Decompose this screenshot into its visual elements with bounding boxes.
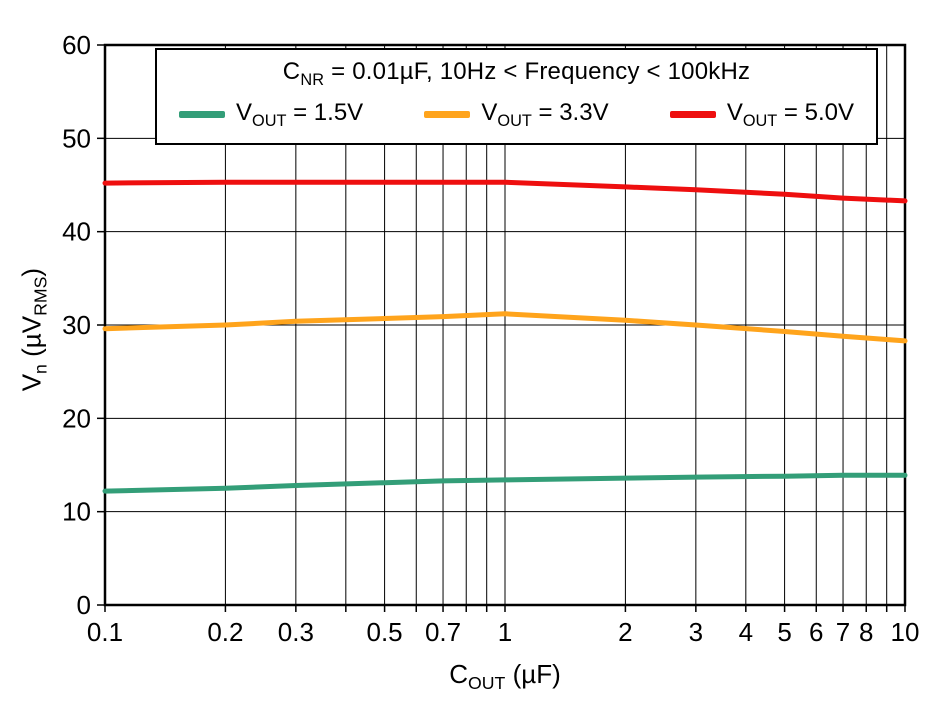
legend-entry-label: VOUT = 1.5V [236, 98, 364, 130]
x-tick-label: 1 [498, 617, 512, 647]
legend-entries: VOUT = 1.5V VOUT = 3.3V VOUT = 5.0V [171, 99, 862, 131]
legend-entry: VOUT = 3.3V [424, 98, 609, 131]
legend-swatch [424, 111, 471, 119]
x-tick-label: 5 [777, 617, 791, 647]
x-tick-label: 7 [836, 617, 850, 647]
legend: CNR = 0.01µF, 10Hz < Frequency < 100kHz … [155, 48, 878, 145]
y-axis-title: Vn (µVRMS) [16, 267, 51, 392]
legend-entry: VOUT = 5.0V [669, 98, 854, 131]
x-tick-label: 0.7 [425, 617, 461, 647]
legend-entry-label: VOUT = 5.0V [726, 98, 854, 130]
legend-swatch [179, 111, 225, 119]
y-tick-label: 0 [77, 590, 91, 620]
legend-title: CNR = 0.01µF, 10Hz < Frequency < 100kHz [282, 58, 751, 89]
x-tick-label: 0.2 [207, 617, 243, 647]
x-tick-label: 0.5 [367, 617, 403, 647]
series-line [102, 472, 908, 494]
x-tick-label: 4 [739, 617, 753, 647]
y-tick-label: 50 [62, 123, 91, 153]
y-tick-label: 10 [62, 497, 91, 527]
x-tick-label: 2 [618, 617, 632, 647]
x-tick-label: 6 [809, 617, 823, 647]
y-tick-label: 30 [62, 310, 91, 340]
x-tick-label: 8 [859, 617, 873, 647]
legend-entry: VOUT = 1.5V [179, 99, 363, 131]
x-tick-label: 0.1 [87, 617, 123, 647]
legend-entry-label: VOUT = 3.3V [481, 98, 609, 130]
series-line [102, 311, 908, 344]
series-line [102, 179, 908, 204]
x-tick-label: 3 [689, 617, 703, 647]
x-tick-label: 10 [891, 617, 920, 647]
x-tick-label: 0.3 [278, 617, 314, 647]
y-tick-label: 20 [62, 403, 91, 433]
y-tick-label: 60 [62, 30, 91, 60]
legend-swatch [669, 111, 716, 119]
y-tick-label: 40 [62, 217, 91, 247]
x-axis-title: COUT (µF) [449, 659, 561, 694]
